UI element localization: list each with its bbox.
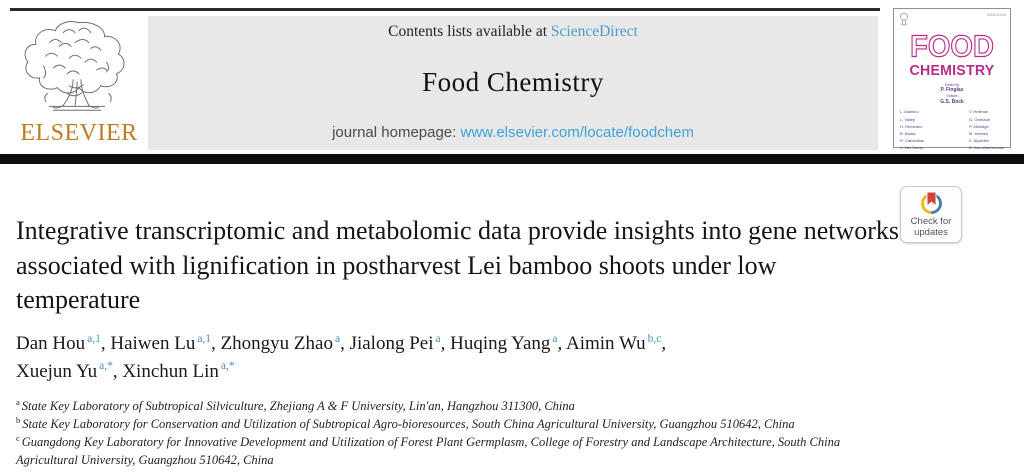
affiliation-marker: a bbox=[16, 396, 20, 407]
author: Huqing Yang a, bbox=[450, 333, 566, 354]
author-separator: , bbox=[211, 333, 221, 354]
cover-board-name: H. Rembden bbox=[900, 123, 923, 129]
contents-prefix: Contents lists available at bbox=[388, 23, 551, 40]
affiliation-text: State Key Laboratory for Conservation an… bbox=[22, 417, 795, 432]
author-name[interactable]: Zhongyu Zhao bbox=[220, 333, 333, 354]
contents-line: Contents lists available at ScienceDirec… bbox=[388, 23, 638, 41]
author-line-1: Dan Hou a,1, Haiwen Lu a,1, Zhongyu Zhao a,… bbox=[16, 330, 900, 358]
author-name[interactable]: Jialong Pei bbox=[349, 333, 434, 354]
author-affil-marker[interactable]: a,* bbox=[220, 360, 235, 373]
author-separator: , bbox=[557, 333, 566, 354]
journal-masthead: Contents lists available at ScienceDirec… bbox=[148, 16, 878, 150]
affiliation-item: a State Key Laboratory of Subtropical Sil… bbox=[16, 397, 900, 415]
affiliation-item: c Guangdong Key Laboratory for Innovative… bbox=[16, 433, 900, 469]
check-for-updates-badge[interactable]: Check for updates bbox=[900, 186, 962, 243]
cover-board-name: L. Alamino bbox=[900, 109, 919, 115]
elsevier-logo: ELSEVIER bbox=[16, 14, 142, 150]
cover-board-name: G. Grenade bbox=[969, 116, 990, 122]
journal-cover-thumbnail[interactable]: 0308-8146 FOOD CHEMISTRY Edited by P. Fi… bbox=[893, 8, 1011, 162]
author-name[interactable]: Xinchun Lin bbox=[122, 360, 219, 382]
author-affil-marker[interactable]: a,* bbox=[99, 360, 113, 373]
author-name[interactable]: Haiwen Lu bbox=[110, 333, 196, 354]
elsevier-wordmark: ELSEVIER bbox=[20, 120, 138, 146]
cover-header: 0308-8146 bbox=[894, 9, 1010, 26]
cover-board-name: B. Batlra bbox=[900, 131, 916, 137]
author-affil-marker[interactable]: b,c bbox=[647, 332, 662, 345]
affiliation-marker: b bbox=[16, 414, 21, 425]
author-list: Dan Hou a,1, Haiwen Lu a,1, Zhongyu Zhao a,… bbox=[16, 330, 900, 385]
article-title: Integrative transcriptomic and metabolom… bbox=[16, 216, 900, 315]
journal-title: Food Chemistry bbox=[422, 67, 604, 97]
author-affil-marker[interactable]: a,1 bbox=[87, 332, 101, 345]
cover-board-name: P. Mehidge bbox=[969, 123, 989, 129]
affiliation-text: State Key Laboratory of Subtropical Silv… bbox=[21, 399, 575, 413]
cover-editor-2: G.S. Bock bbox=[940, 98, 964, 105]
cover-board-name: D. Sun-Waterhouse bbox=[969, 145, 1004, 151]
cover-board-name: R. Cabanillas bbox=[900, 138, 924, 144]
author: Haiwen Lu a,1, bbox=[110, 333, 220, 354]
homepage-line: journal homepage: www.elsevier.com/locat… bbox=[332, 124, 694, 141]
author: Jialong Pei a, bbox=[350, 333, 451, 354]
crossmark-icon bbox=[920, 191, 942, 215]
cover-title-food: FOOD bbox=[910, 30, 995, 64]
author-separator: , bbox=[100, 333, 111, 354]
cover-issn: 0308-8146 bbox=[986, 12, 1006, 17]
affiliation-text: Guangdong Key Laboratory for Innovative … bbox=[16, 435, 841, 468]
author-separator: , bbox=[661, 333, 667, 354]
cover-board-name: J. Van Camp bbox=[900, 145, 923, 151]
author: Aimin Wu b,c, bbox=[566, 333, 666, 354]
badge-label-line2: updates bbox=[914, 226, 948, 238]
author-name[interactable]: Huqing Yang bbox=[450, 333, 551, 354]
cover-board-name: L. Valley bbox=[900, 116, 916, 122]
cover-editorial-board: L. Alamino L. Valley H. Rembden B. Batlra R.… bbox=[894, 108, 1010, 151]
author-affil-marker[interactable]: a bbox=[334, 332, 341, 345]
cover-board-name: M. Helmes bbox=[969, 131, 989, 137]
elsevier-tree-icon bbox=[24, 21, 125, 111]
cover-board-right: V. Hellman G. Grenade P. Mehidge M. Helmes K… bbox=[969, 108, 1004, 151]
author-separator: , bbox=[112, 360, 123, 382]
cover-board-name: K. Alyahlite bbox=[969, 138, 989, 144]
author-name[interactable]: Xuejun Yu bbox=[16, 360, 98, 382]
cover-tree-icon bbox=[900, 12, 908, 26]
affiliation-item: b State Key Laboratory for Conservation a… bbox=[16, 415, 900, 433]
author-separator: , bbox=[440, 333, 451, 354]
author-affil-marker[interactable]: a bbox=[552, 332, 558, 345]
author-affil-marker[interactable]: a,1 bbox=[197, 332, 212, 345]
author-affil-marker[interactable]: a bbox=[435, 332, 441, 345]
cover-board-name: V. Hellman bbox=[969, 109, 989, 115]
cover-editors-label: Editors bbox=[946, 94, 958, 99]
affiliation-list: a State Key Laboratory of Subtropical Sil… bbox=[16, 397, 900, 470]
author: Zhongyu Zhao a, bbox=[221, 333, 350, 354]
homepage-prefix: journal homepage: bbox=[332, 124, 461, 141]
cover-board-left: L. Alamino L. Valley H. Rembden B. Batlra R.… bbox=[900, 108, 924, 151]
author-separator: , bbox=[340, 333, 350, 354]
cover-editor-1: P. Finglas bbox=[940, 87, 964, 94]
cover-title-chemistry: CHEMISTRY bbox=[909, 62, 995, 79]
sciencedirect-link[interactable]: ScienceDirect bbox=[550, 23, 638, 40]
author-line-2: Xuejun Yu a,*, Xinchun Lin a,* bbox=[16, 358, 900, 386]
author: Dan Hou a,1, bbox=[16, 333, 110, 354]
affiliation-marker: c bbox=[16, 433, 20, 444]
cover-edited-label: Edited by bbox=[944, 82, 960, 87]
author: Xuejun Yu a,*, bbox=[16, 360, 123, 382]
author-name[interactable]: Aimin Wu bbox=[565, 333, 646, 354]
cover-editors: Edited by P. Finglas Editors G.S. Bock bbox=[894, 83, 1010, 106]
badge-label: Check for updates bbox=[910, 216, 952, 238]
homepage-link[interactable]: www.elsevier.com/locate/foodchem bbox=[460, 124, 694, 141]
badge-label-line1: Check for bbox=[910, 216, 952, 228]
top-rule bbox=[10, 8, 880, 11]
separator-bar bbox=[0, 154, 1024, 164]
author: Xinchun Lin a,* bbox=[122, 360, 235, 382]
author-name[interactable]: Dan Hou bbox=[16, 333, 86, 354]
